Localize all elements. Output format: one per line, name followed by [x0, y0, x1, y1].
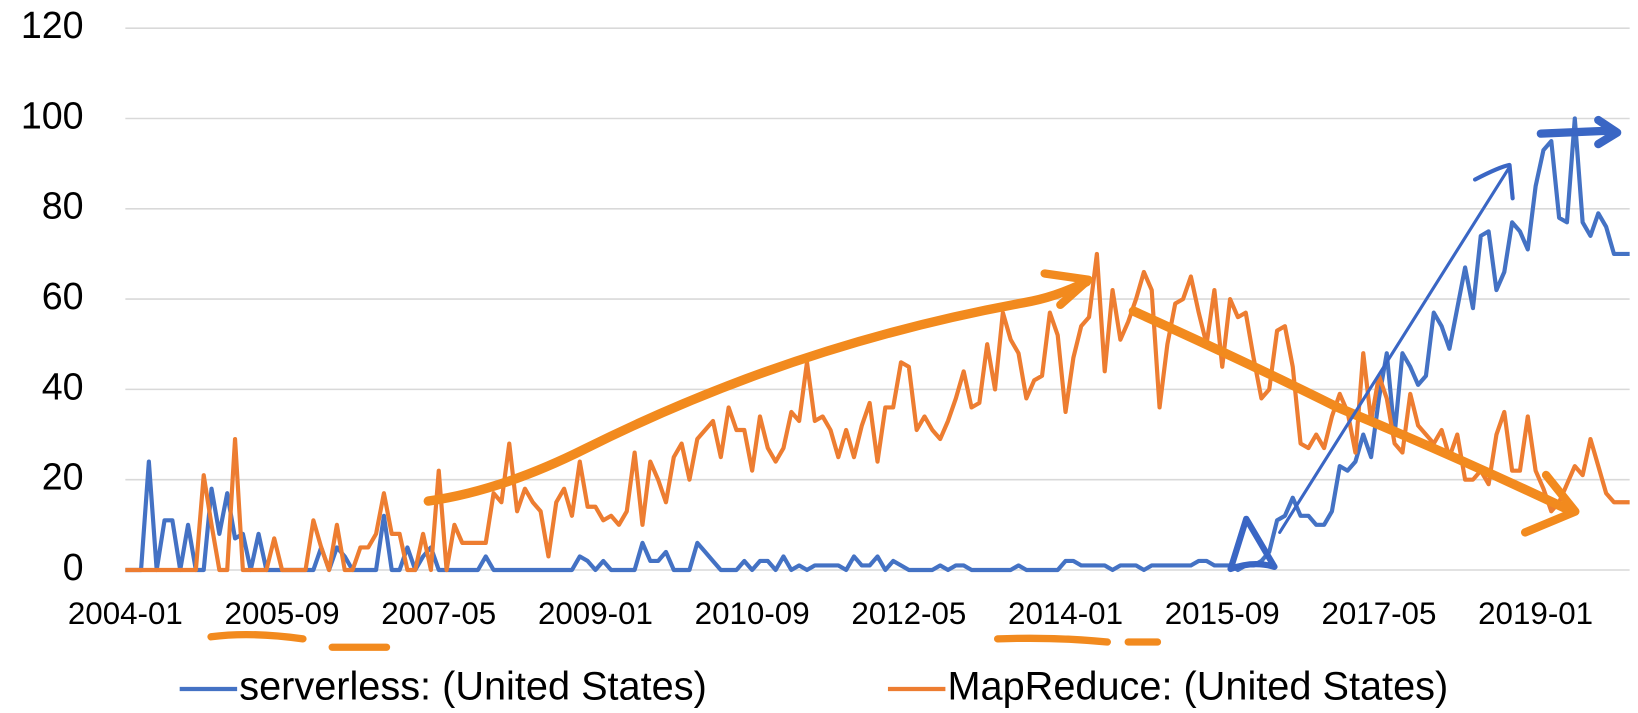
y-tick-label: 60 [42, 275, 84, 317]
x-tick-label: 2010-09 [695, 596, 810, 631]
legend: serverless: (United States) MapReduce: (U… [179, 664, 1448, 708]
x-tick-label: 2009-01 [538, 596, 653, 631]
y-tick-label: 40 [42, 365, 84, 407]
annotation-triangle [1227, 515, 1278, 573]
x-tick-label: 2017-05 [1321, 596, 1436, 631]
annotation-arrow [1536, 115, 1622, 149]
annotation-arrowhead [1040, 269, 1093, 310]
annotation-arrowhead [1472, 162, 1515, 201]
annotation-arrow [423, 277, 1092, 506]
series-line [125, 116, 1630, 573]
legend-label: MapReduce: (United States) [947, 664, 1448, 708]
y-tick-label: 20 [42, 456, 84, 498]
x-tick-label: 2014-01 [1008, 596, 1123, 631]
y-tick-label: 100 [21, 94, 84, 136]
x-tick-label: 2007-05 [381, 596, 496, 631]
legend-label: serverless: (United States) [239, 664, 707, 708]
annotation-underline [207, 630, 391, 651]
x-tick-label: 2005-09 [225, 596, 340, 631]
plot-lines [125, 116, 1630, 573]
grid: 0 20 40 60 80 100 120 2004-01 2005-09 2007-05 2009… [21, 4, 1630, 631]
y-tick-label: 120 [21, 4, 84, 46]
x-tick-label: 2012-05 [851, 596, 966, 631]
x-tick-label: 2015-09 [1165, 596, 1280, 631]
series-line [125, 251, 1630, 573]
annotation-underline [993, 634, 1162, 646]
annotation-arrow [1278, 165, 1512, 534]
x-tick-label: 2004-01 [68, 596, 183, 631]
annotations [207, 115, 1622, 651]
y-tick-label: 0 [63, 546, 84, 588]
annotation-arrowhead [1521, 470, 1580, 537]
y-tick-label: 80 [42, 185, 84, 227]
x-tick-label: 2019-01 [1478, 596, 1593, 631]
annotation-arrow [1128, 306, 1577, 517]
